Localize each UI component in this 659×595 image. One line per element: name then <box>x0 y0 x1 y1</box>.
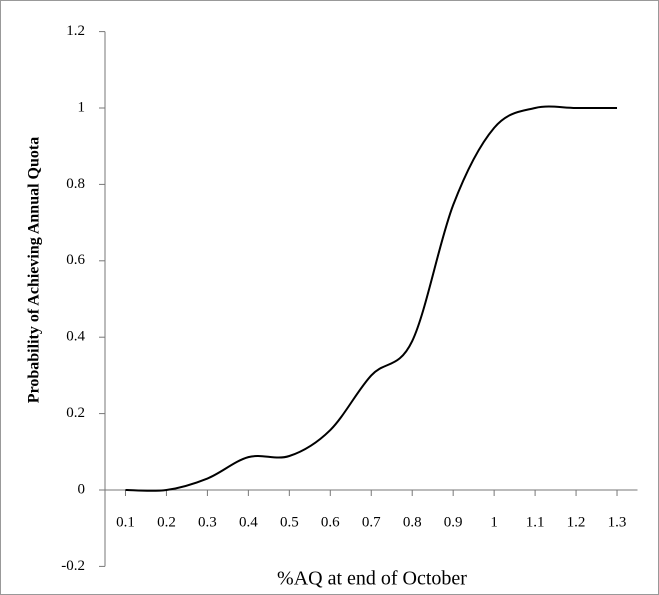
x-tick-label: 1.3 <box>608 514 627 530</box>
x-tick-label: 0.2 <box>157 514 176 530</box>
y-tick-label: 1 <box>78 99 86 115</box>
x-tick-label: 0.4 <box>239 514 258 530</box>
x-tick-label: 0.5 <box>280 514 299 530</box>
x-tick-label: 1.2 <box>567 514 586 530</box>
y-tick-label: 0.2 <box>66 405 85 421</box>
line-series <box>125 105 618 492</box>
y-tick-label: 0.4 <box>66 329 85 345</box>
x-tick-label: 1.1 <box>526 514 545 530</box>
x-tick-label: 0.8 <box>403 514 422 530</box>
x-tick-label: 0.1 <box>116 514 135 530</box>
x-tick-label: 0.3 <box>198 514 217 530</box>
y-tick-label: 0.8 <box>66 176 85 192</box>
y-tick-label: 1.2 <box>66 23 85 39</box>
x-tick-label: 0.6 <box>321 514 340 530</box>
x-tick-label: 1 <box>490 514 498 530</box>
x-tick-label: 0.9 <box>444 514 463 530</box>
x-axis-label: %AQ at end of October <box>277 568 467 590</box>
y-tick-label: 0 <box>78 481 86 497</box>
y-axis-label: Probability of Achieving Annual Quota <box>26 137 43 403</box>
y-tick-label: 0.6 <box>66 252 85 268</box>
y-tick-label: -0.2 <box>61 558 85 574</box>
x-tick-label: 0.7 <box>362 514 381 530</box>
